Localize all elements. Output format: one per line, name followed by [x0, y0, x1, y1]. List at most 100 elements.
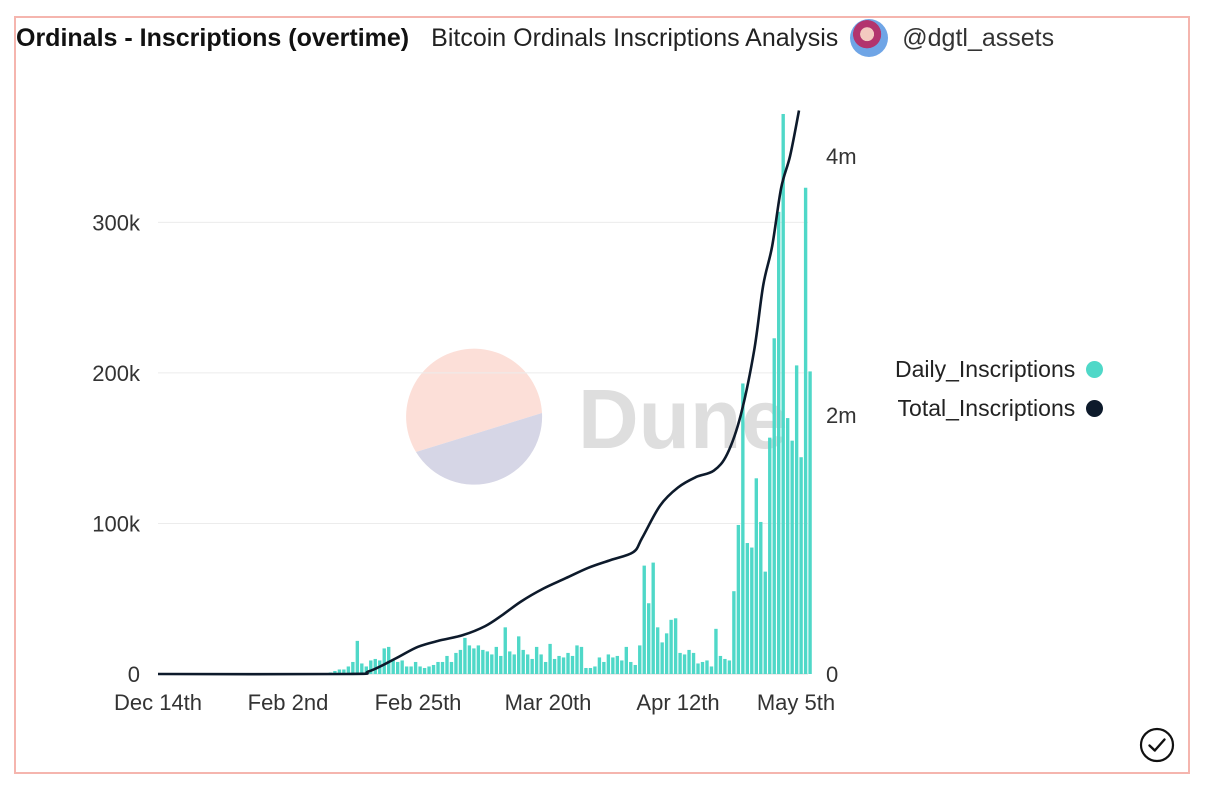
daily-bar	[723, 658, 727, 674]
daily-bar	[606, 654, 611, 674]
daily-bar	[494, 646, 498, 674]
daily-bar	[669, 619, 673, 674]
total-line	[157, 110, 801, 676]
daily-bar	[615, 655, 620, 674]
daily-bar	[633, 664, 637, 674]
daily-bar	[517, 636, 521, 674]
daily-bar	[768, 437, 772, 674]
daily-bar	[543, 661, 548, 674]
daily-bar	[584, 667, 588, 674]
daily-bar	[467, 645, 472, 674]
daily-bar	[458, 649, 463, 674]
daily-bar	[404, 666, 409, 674]
daily-bar	[449, 661, 454, 674]
daily-bar	[673, 618, 678, 674]
left-tick-label: 300k	[92, 210, 141, 235]
daily-bar	[803, 187, 808, 674]
x-axis-ticks: Dec 14th Feb 2nd Feb 25th Mar 20th Apr 12th M…	[114, 690, 835, 715]
x-tick-label: Feb 25th	[375, 690, 462, 715]
legend-item-total[interactable]: Total_Inscriptions	[895, 389, 1104, 428]
daily-bar	[781, 113, 785, 675]
legend-label-total: Total_Inscriptions	[897, 395, 1076, 421]
chart-title: Ordinals - Inscriptions (overtime)	[16, 23, 410, 52]
daily-bar	[561, 657, 566, 674]
user-avatar-icon[interactable]	[850, 19, 889, 57]
daily-bar	[696, 663, 700, 674]
daily-bar	[463, 637, 467, 674]
left-tick-label: 0	[128, 662, 140, 687]
left-tick-label: 100k	[92, 511, 141, 536]
daily-bar	[799, 457, 803, 674]
daily-bar	[534, 646, 539, 674]
daily-bar	[512, 654, 516, 674]
daily-bar	[431, 664, 436, 674]
daily-bar	[508, 651, 512, 674]
daily-bar	[418, 666, 422, 674]
legend-dot-daily	[1086, 361, 1104, 378]
daily-bar	[436, 661, 440, 674]
chart-header: Ordinals - Inscriptions (overtime) Bitco…	[16, 18, 1054, 58]
daily-bar	[530, 658, 534, 674]
daily-bar	[593, 666, 597, 674]
daily-bar	[476, 645, 481, 674]
daily-bar	[521, 649, 525, 674]
daily-bar	[754, 478, 758, 674]
daily-bar	[472, 648, 476, 674]
daily-bar	[391, 658, 395, 674]
daily-bar	[548, 643, 552, 674]
daily-bar	[369, 660, 373, 674]
daily-bar	[651, 562, 655, 674]
left-axis-ticks: 0 100k 200k 300k	[92, 210, 141, 687]
daily-bar	[490, 654, 494, 674]
daily-bar	[445, 655, 449, 674]
daily-bar	[785, 418, 790, 674]
daily-bar	[620, 660, 624, 674]
watermark-text: Dune	[578, 372, 788, 466]
daily-bar	[745, 543, 750, 674]
daily-bar	[454, 652, 458, 674]
daily-bar	[364, 666, 368, 674]
daily-bar	[360, 663, 364, 674]
daily-bar	[660, 642, 664, 674]
daily-bar	[351, 661, 355, 674]
daily-bar	[485, 651, 490, 674]
daily-bar	[763, 571, 767, 674]
daily-bar	[557, 655, 561, 674]
daily-bar	[346, 666, 351, 674]
dashboard-link[interactable]: Bitcoin Ordinals Inscriptions Analysis	[431, 23, 839, 52]
legend-item-daily[interactable]: Daily_Inscriptions	[895, 350, 1104, 389]
daily-bar	[382, 648, 386, 674]
right-tick-label: 0	[826, 662, 838, 687]
daily-bar	[718, 655, 723, 674]
daily-bar	[732, 591, 736, 674]
username-link[interactable]: @dgtl_assets	[902, 23, 1055, 52]
daily-bar	[687, 649, 691, 674]
daily-bar	[790, 440, 794, 674]
daily-bar	[611, 657, 615, 674]
x-tick-label: Dec 14th	[114, 690, 202, 715]
daily-bar	[700, 661, 705, 674]
daily-bar	[499, 655, 503, 674]
daily-bar	[588, 667, 593, 674]
daily-bar	[709, 666, 714, 674]
daily-bar	[624, 646, 628, 674]
watermark-logo-bottom	[416, 413, 543, 485]
daily-bar	[342, 669, 346, 674]
x-tick-label: May 5th	[757, 690, 835, 715]
right-axis-ticks: 0 2m 4m	[826, 144, 857, 687]
daily-bar	[395, 661, 400, 674]
daily-bar	[552, 658, 557, 674]
daily-bar	[602, 661, 606, 674]
legend-label-daily: Daily_Inscriptions	[895, 356, 1076, 382]
daily-bar	[440, 661, 445, 674]
x-tick-label: Mar 20th	[505, 690, 592, 715]
daily-bar	[539, 654, 543, 674]
check-circle-icon[interactable]	[1139, 727, 1175, 763]
daily-bar	[750, 547, 754, 674]
watermark-logo-top	[406, 348, 542, 452]
daily-bar	[422, 667, 427, 674]
left-tick-label: 200k	[92, 361, 141, 386]
daily-bar	[387, 646, 391, 674]
daily-bar	[777, 211, 781, 674]
